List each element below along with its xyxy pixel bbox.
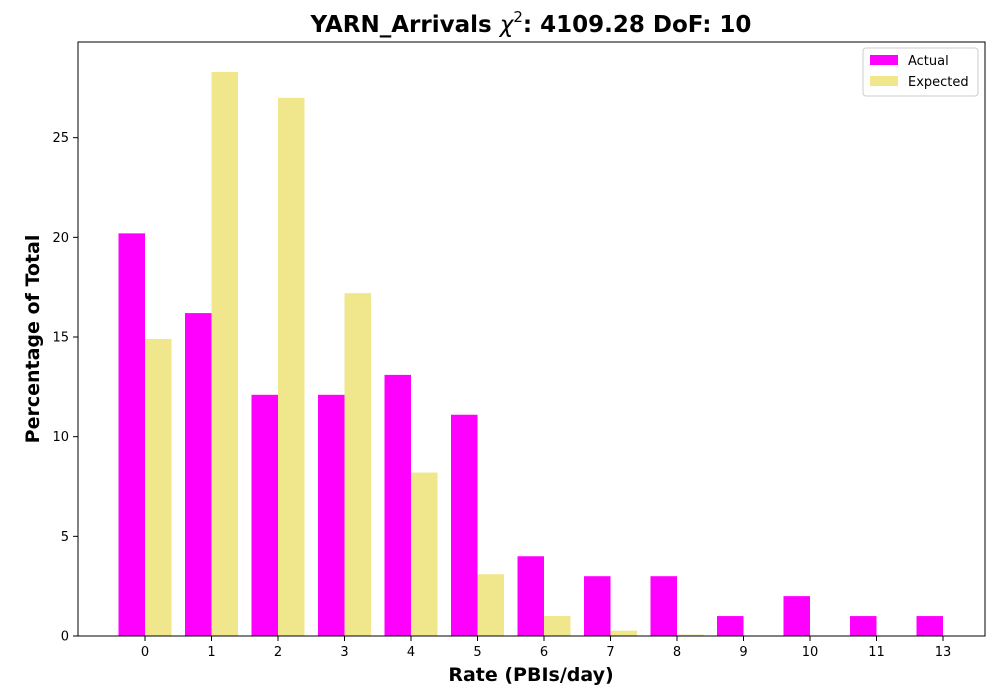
bar-actual-2 [251, 394, 278, 636]
bar-expected-8 [677, 634, 704, 636]
bar-expected-3 [344, 293, 371, 636]
bar-actual-9 [717, 616, 744, 636]
chart-title-main: YARN_Arrivals [310, 12, 500, 38]
bar-expected-4 [411, 472, 438, 636]
legend: Actual Expected [862, 47, 979, 97]
bar-actual-3 [318, 394, 345, 636]
legend-swatch-actual [870, 55, 898, 65]
bar-expected-7 [610, 630, 637, 636]
x-tick-label: 13 [935, 645, 952, 660]
bar-actual-10 [783, 596, 810, 636]
y-tick-label: 0 [61, 630, 69, 645]
y-axis: 0 5 10 15 20 25 [52, 131, 78, 645]
y-tick-label: 25 [52, 131, 69, 146]
chart-title: YARN_Arrivals χ2: 4109.28 DoF: 10 [310, 8, 752, 38]
bars-group [118, 71, 943, 637]
y-tick-label: 10 [52, 430, 69, 445]
bar-expected-2 [278, 97, 305, 636]
bar-actual-8 [650, 576, 677, 636]
x-tick-label: 1 [207, 645, 215, 660]
x-tick-label: 4 [407, 645, 415, 660]
chart-title-rest: : 4109.28 DoF: 10 [523, 12, 752, 38]
bar-actual-6 [517, 556, 544, 636]
x-axis-label: Rate (PBIs/day) [448, 664, 613, 686]
x-tick-label: 11 [868, 645, 885, 660]
x-tick-label: 10 [802, 645, 819, 660]
legend-swatch-expected [870, 76, 898, 86]
bar-actual-1 [185, 313, 212, 636]
chart-title-superscript: 2 [513, 8, 523, 26]
legend-label-actual: Actual [908, 54, 949, 69]
x-axis: 0 1 2 3 4 5 6 7 8 9 10 11 13 [141, 636, 951, 660]
y-tick-label: 5 [61, 530, 69, 545]
bar-actual-11 [850, 616, 877, 636]
x-tick-label: 0 [141, 645, 149, 660]
x-tick-label: 5 [473, 645, 481, 660]
plot-area-frame [77, 41, 986, 637]
x-tick-label: 7 [606, 645, 614, 660]
bar-expected-0 [145, 339, 172, 636]
y-tick-label: 20 [52, 231, 69, 246]
x-tick-label: 2 [274, 645, 282, 660]
bar-actual-0 [118, 233, 145, 637]
x-tick-label: 3 [340, 645, 348, 660]
bar-actual-4 [384, 374, 411, 636]
bar-actual-7 [584, 576, 611, 636]
x-tick-label: 9 [739, 645, 747, 660]
chart-title-chi: χ [498, 12, 515, 38]
x-tick-label: 8 [673, 645, 681, 660]
bar-expected-5 [477, 574, 504, 636]
bar-actual-5 [451, 414, 478, 636]
x-tick-label: 6 [540, 645, 548, 660]
y-tick-label: 15 [52, 331, 69, 346]
bar-expected-6 [544, 616, 571, 636]
y-axis-label: Percentage of Total [22, 235, 44, 444]
bar-actual-13 [916, 616, 943, 636]
legend-label-expected: Expected [908, 75, 969, 90]
bar-expected-1 [211, 71, 238, 636]
